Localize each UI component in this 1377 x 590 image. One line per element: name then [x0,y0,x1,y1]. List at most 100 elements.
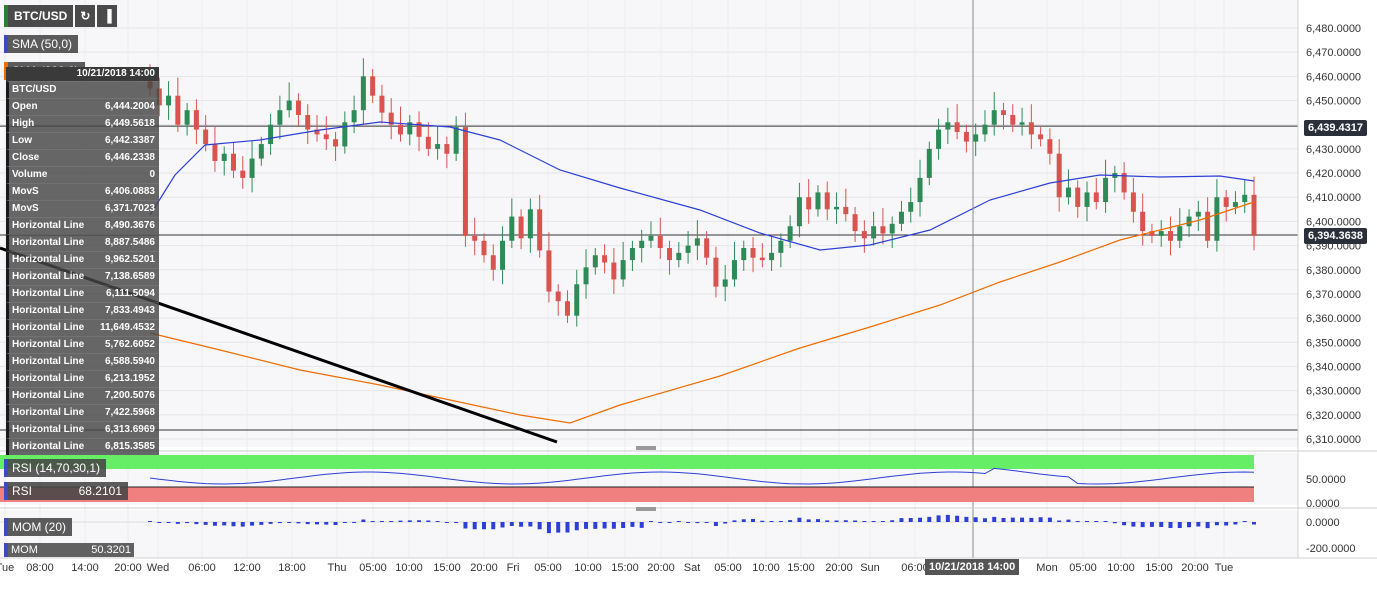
time-tick-label: 20:00 [825,562,853,574]
candle-body [240,170,246,178]
mom-bar [741,519,746,522]
candle-body [973,134,979,142]
mom-bar [1252,522,1256,525]
mom-bar [324,522,329,525]
mom-bar [379,521,384,522]
mom-bar [1075,521,1080,522]
candle-body [1195,211,1201,217]
candle-body [537,209,543,251]
price-tick-label: 6,400.0000 [1306,216,1361,228]
rsi-tick-label: 0.0000 [1306,498,1340,510]
mom-bar [778,521,783,522]
mom-bar [1020,517,1025,522]
time-tick-label: 15:00 [787,562,815,574]
candle-body [472,235,478,241]
crosshair-time-label: 10/21/2018 14:00 [925,559,1020,575]
time-tick-label: Sat [684,562,701,574]
candle-body [806,197,812,210]
candle-body [1038,134,1044,140]
candle-body [834,206,840,210]
candle-body [500,240,506,270]
row-value: 9,962.5201 [104,254,155,265]
mom-bar [602,522,607,529]
data-window-row: Horizontal Line 7,200.5076 [6,387,159,404]
row-value: 7,833.4943 [104,305,155,316]
candle-body [926,148,932,178]
mom-label[interactable]: MOM (20) [4,518,72,536]
row-label: High [12,118,35,129]
mom-bar [927,516,932,522]
time-tick-label: 10:00 [574,562,602,574]
candle-body [657,235,663,249]
mom-bar [1159,522,1164,527]
refresh-icon[interactable]: ↻ [75,5,96,27]
candle-body [314,129,320,135]
data-window-row: MovS 6,406.0883 [6,183,159,200]
mom-value-label: MOM 50.3201 [4,543,134,557]
mom-bar [611,522,616,529]
mom-bar [472,522,477,530]
candle-body [1149,231,1155,236]
time-tick-label: Tue [0,562,14,574]
mom-bar [973,517,978,522]
time-tick-label: Wed [147,562,169,574]
rsi-label[interactable]: RSI (14,70,30,1) [4,459,107,477]
mom-plot-background [0,510,1298,558]
candle-body [305,115,311,130]
mom-bar [1038,517,1043,522]
candle-body [397,124,403,135]
mom-bar [1094,521,1099,522]
rsi-value-label: RSI 68.2101 [4,482,128,500]
candle-body [1214,197,1220,241]
time-tick-label: 20:00 [647,562,675,574]
candle-body [667,248,673,261]
mom-bar [166,522,171,523]
data-window-row: Horizontal Line 6,111.5094 [6,285,159,302]
candle-body [462,127,468,236]
chart-type-icon[interactable]: ▐ [97,5,118,27]
mom-bar [185,522,190,524]
symbol-button[interactable]: BTC/USD [4,5,74,27]
mom-bar [1010,517,1015,522]
row-label: MovS [12,203,39,214]
row-label: Horizontal Line [12,441,85,452]
price-tick-label: 6,410.0000 [1306,192,1361,204]
mom-bar [1205,522,1210,529]
mom-bar [769,521,774,522]
time-tick-label: 10:00 [395,562,423,574]
time-tick-label: 20:00 [1181,562,1209,574]
candle-body [629,248,635,261]
mom-bar [630,522,635,527]
row-label: Horizontal Line [12,271,85,282]
price-tick-label: 6,450.0000 [1306,96,1361,108]
candle-body [1028,122,1034,135]
mom-bar [407,520,412,522]
candle-body [1130,192,1136,212]
mom-bar [342,522,347,523]
candle-body [1158,231,1164,236]
row-label: Close [12,152,40,163]
price-tick-label: 6,460.0000 [1306,71,1361,83]
mom-bar [528,522,533,527]
mom-bar [250,522,255,526]
mom-bar [426,520,431,522]
candle-body [574,284,580,316]
mom-bar [1112,522,1117,524]
candle-body [268,124,274,145]
candle-body [388,112,394,125]
candle-body [333,139,339,147]
candle-body [871,226,877,239]
mom-bar [658,522,663,523]
sma50-label[interactable]: SMA (50,0) [4,35,79,53]
mom-bar [222,522,227,526]
mom-bar [1224,522,1229,526]
data-window-row: Horizontal Line 7,138.6589 [6,268,159,285]
candle-body [731,260,737,280]
mom-bar [788,520,793,522]
mom-bar [686,522,691,523]
candle-body [175,95,181,125]
time-tick-label: 20:00 [470,562,498,574]
candle-body [1168,231,1174,241]
candle-body [750,248,756,258]
